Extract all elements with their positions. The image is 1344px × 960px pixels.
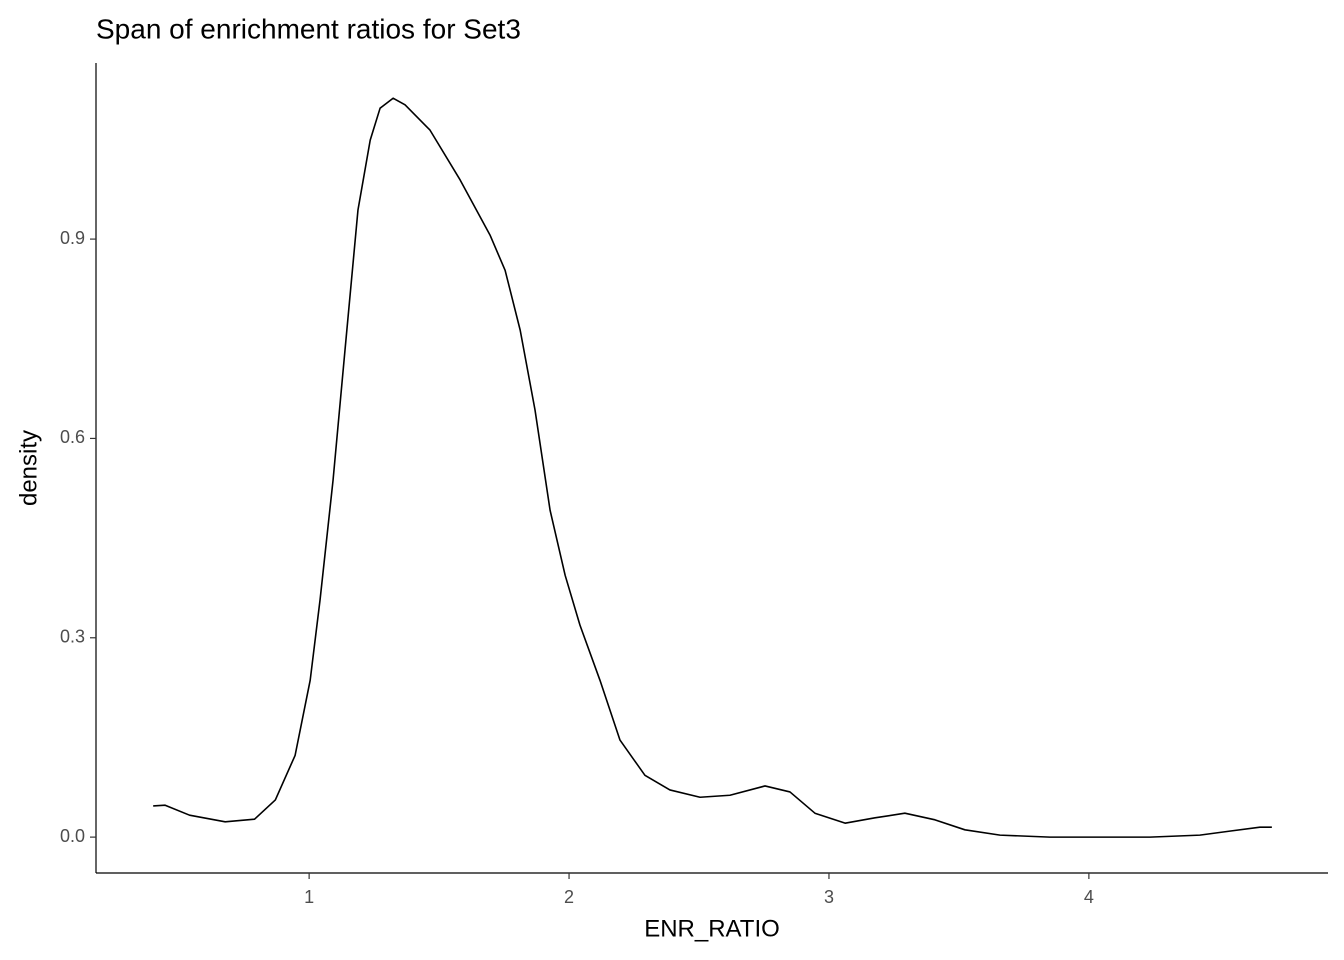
x-tick-label: 2 <box>564 887 574 907</box>
y-tick-label: 0.9 <box>60 228 85 248</box>
y-tick-label: 0.0 <box>60 826 85 846</box>
y-tick-label: 0.6 <box>60 427 85 447</box>
x-tick-label: 1 <box>304 887 314 907</box>
y-axis-label: density <box>15 430 42 506</box>
chart-title: Span of enrichment ratios for Set3 <box>96 13 521 44</box>
density-line <box>153 97 1272 838</box>
x-axis-label: ENR_RATIO <box>644 915 780 942</box>
x-tick-label: 3 <box>824 887 834 907</box>
x-tick-label: 4 <box>1084 887 1094 907</box>
y-tick-label: 0.3 <box>60 627 85 647</box>
